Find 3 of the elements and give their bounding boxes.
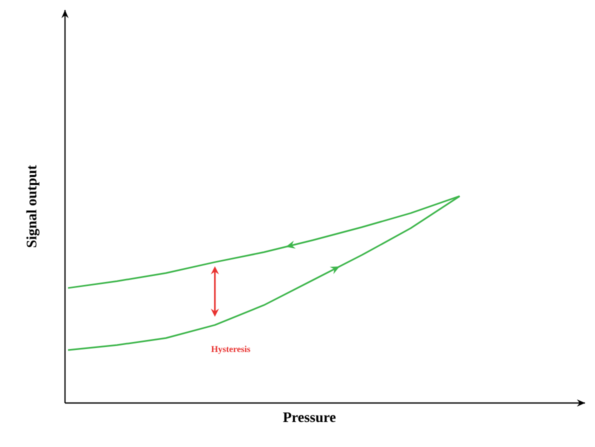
annotation: Hysteresis [211, 346, 250, 354]
x-axis-title: Pressure [283, 412, 336, 422]
y-axis-title: Signal output [26, 165, 40, 248]
